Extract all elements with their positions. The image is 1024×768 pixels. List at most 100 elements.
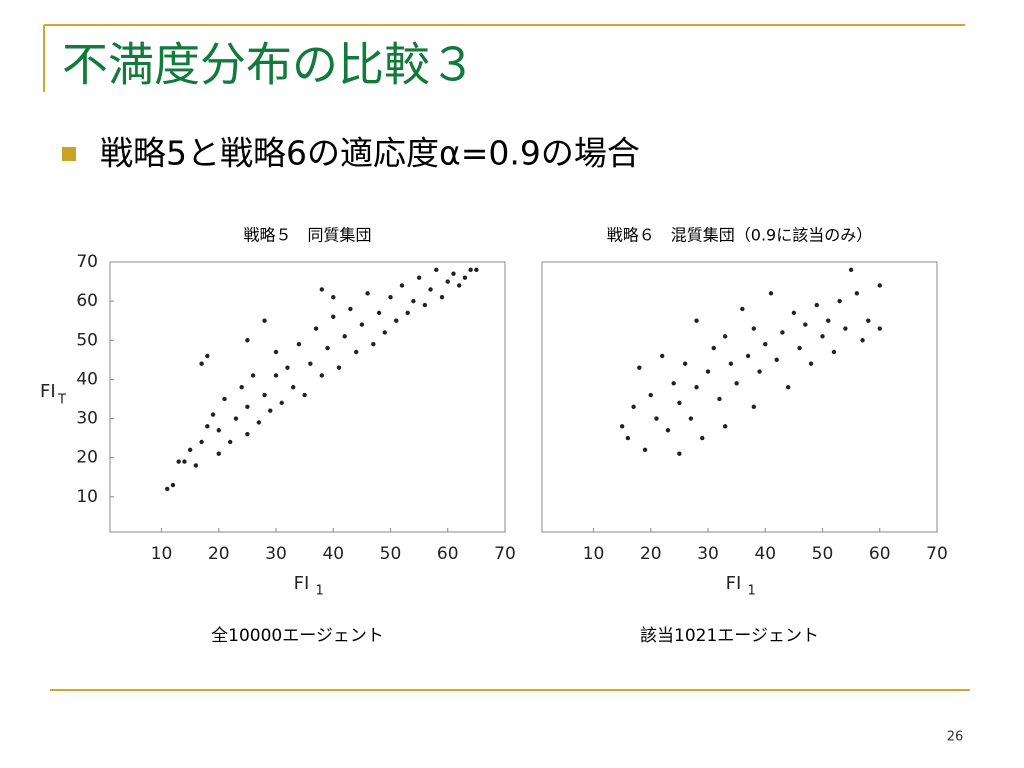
x-tick-label: 20 [640, 544, 662, 564]
x-tick-label: 50 [812, 544, 834, 564]
slide-title: 不満度分布の比較３ [62, 38, 476, 92]
point [256, 420, 262, 425]
x-tick-label: 70 [494, 544, 516, 564]
point [331, 295, 336, 300]
point [688, 416, 694, 421]
x-tick-label: 30 [697, 544, 719, 564]
point [268, 408, 273, 413]
point [694, 385, 699, 390]
point [399, 283, 405, 288]
point [877, 283, 882, 288]
x-axis-label: FI [726, 573, 742, 594]
point [648, 392, 653, 398]
point [820, 334, 825, 339]
point [711, 345, 716, 351]
y-tick-label: 50 [76, 330, 98, 350]
point [405, 310, 410, 316]
point [296, 341, 302, 347]
point [273, 373, 279, 378]
point [785, 385, 791, 390]
point [308, 361, 313, 366]
page-number: 26 [947, 730, 964, 745]
y-tick-label: 10 [76, 487, 98, 507]
point [205, 424, 210, 429]
point [279, 400, 284, 406]
bullet-text: 戦略5と戦略6の適応度α=0.9の場合 [100, 134, 640, 173]
point [619, 424, 625, 429]
point [239, 385, 244, 390]
point [325, 345, 330, 351]
point [682, 361, 688, 366]
plot-frame [541, 261, 938, 533]
point [854, 291, 860, 296]
point [774, 357, 779, 363]
point [439, 295, 445, 300]
point [745, 353, 751, 359]
point [751, 404, 757, 409]
point [763, 341, 768, 347]
point [462, 275, 468, 280]
x-tick-label: 10 [151, 544, 173, 564]
point [228, 439, 233, 445]
point [428, 287, 433, 292]
point [331, 314, 336, 319]
point [176, 459, 181, 464]
point [336, 365, 342, 370]
point [199, 439, 204, 445]
point [665, 428, 671, 433]
chart-title: 戦略５ 同質集団 [243, 226, 371, 245]
point [700, 435, 705, 441]
point [694, 318, 699, 323]
point [751, 326, 757, 331]
point [165, 486, 170, 492]
x-tick-label: 30 [265, 544, 287, 564]
point [740, 306, 745, 312]
point [216, 428, 221, 433]
point [262, 318, 267, 323]
x-axis-label-sub: 1 [748, 584, 756, 599]
point [797, 345, 802, 351]
point [637, 365, 642, 370]
x-axis-label-sub: 1 [316, 584, 324, 599]
point [831, 349, 837, 355]
point [457, 283, 462, 288]
point [182, 459, 187, 464]
point [705, 369, 711, 374]
point [826, 318, 831, 323]
point [371, 341, 376, 347]
point [216, 451, 221, 456]
plot-frame [109, 261, 506, 533]
point [728, 361, 734, 366]
point [319, 287, 325, 292]
point [791, 310, 797, 316]
point [722, 334, 728, 339]
point [342, 334, 347, 339]
x-tick-label: 40 [322, 544, 344, 564]
point [642, 447, 648, 453]
point [803, 322, 808, 327]
x-tick-label: 20 [208, 544, 230, 564]
point [302, 392, 307, 398]
point [780, 330, 785, 335]
point [245, 431, 250, 437]
point [250, 373, 256, 378]
point [768, 291, 774, 296]
x-tick-label: 50 [380, 544, 402, 564]
point [245, 404, 250, 409]
x-tick-label: 60 [869, 544, 891, 564]
y-axis-label: FI [40, 381, 56, 402]
chart-caption: 該当1021エージェント [640, 626, 819, 646]
point [837, 298, 842, 304]
point [313, 326, 319, 331]
point [848, 267, 854, 273]
point [222, 396, 227, 402]
point [170, 482, 176, 488]
x-tick-label: 10 [583, 544, 605, 564]
point [245, 338, 250, 343]
chart-title: 戦略６ 混質集団（0.9に該当のみ） [607, 226, 872, 245]
point [290, 385, 296, 390]
point [353, 349, 359, 355]
point [348, 306, 353, 312]
y-axis-label-sub: T [57, 393, 66, 408]
